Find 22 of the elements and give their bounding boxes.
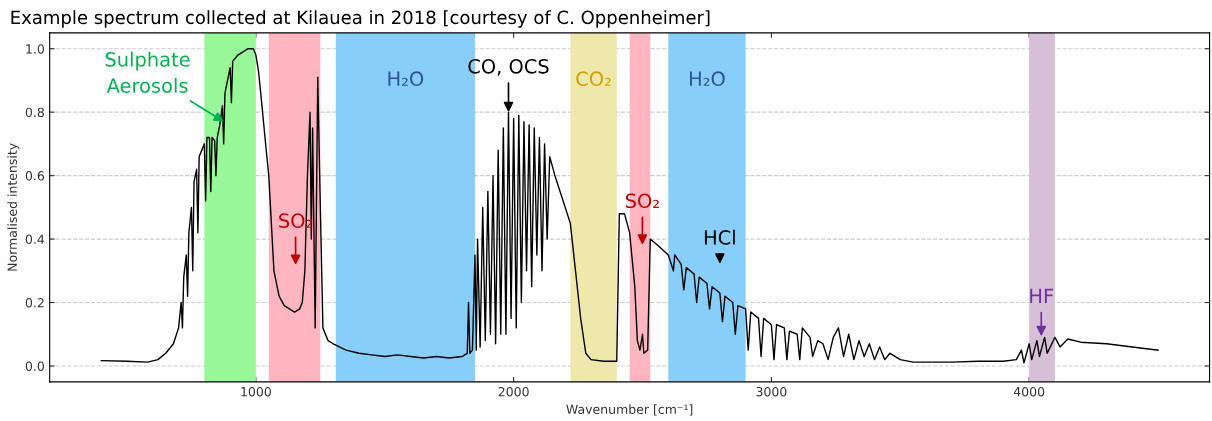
- x-tick-label: 1000: [241, 386, 271, 397]
- x-axis-title: Wavenumber [cm⁻¹]: [566, 404, 693, 416]
- chart-title: Example spectrum collected at Kilauea in 2018 [courtesy of C. Oppenheimer]: [11, 10, 710, 28]
- x-tick-label: 2000: [498, 386, 529, 397]
- band-label: H₂O: [690, 71, 725, 87]
- y-tick-label: 0.0: [25, 361, 44, 371]
- band-label: H₂O: [388, 71, 424, 87]
- x-tick-label: 4000: [1013, 386, 1045, 397]
- y-tick-label: 0.6: [25, 171, 45, 181]
- line-series: [100, 48, 1159, 364]
- band-label: CO₂: [576, 71, 611, 87]
- y-tick-label: 1.0: [26, 44, 44, 54]
- y-tick-label: 0.2: [25, 298, 44, 308]
- y-tick-label: 0.8: [25, 107, 44, 118]
- annotation: Sulphate Aerosols: [105, 51, 190, 93]
- annotation: HF: [1030, 288, 1054, 303]
- annotation: SO₂: [625, 193, 659, 209]
- x-tick-label: 3000: [756, 386, 787, 397]
- y-axis-title: Normalised intensity: [7, 143, 20, 271]
- y-tick-label: 0.4: [25, 234, 45, 244]
- annotation: CO, OCS: [468, 58, 549, 76]
- annotation: HCl: [704, 229, 735, 245]
